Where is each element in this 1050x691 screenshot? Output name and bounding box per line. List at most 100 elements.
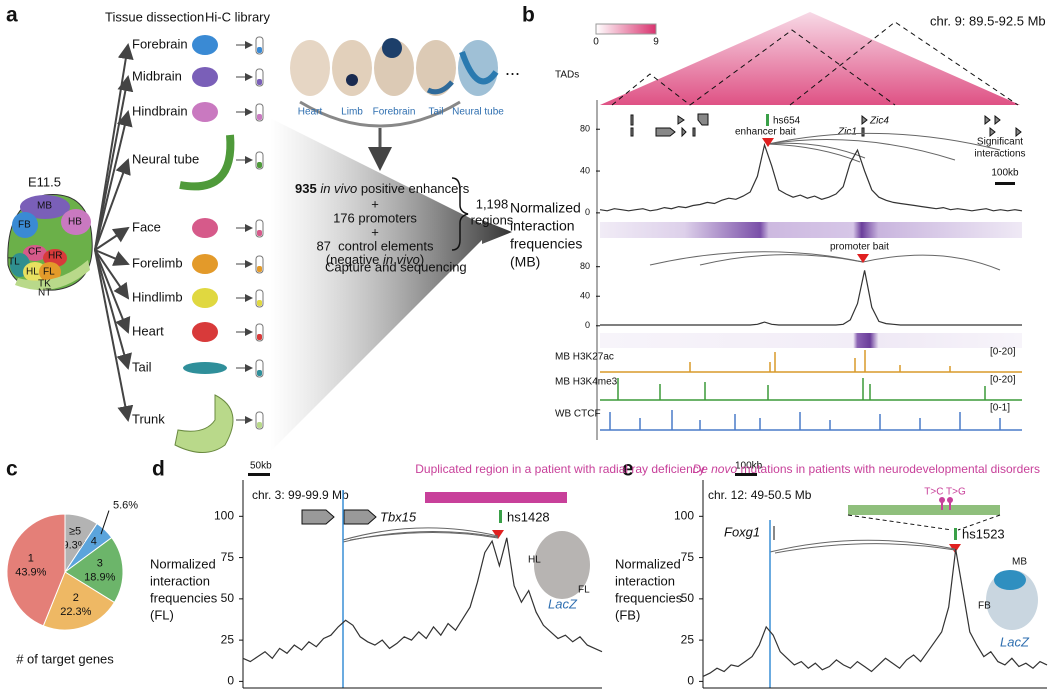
chip-track (600, 410, 1022, 431)
dissection-arrow (94, 249, 134, 422)
tissue-label: Trunk (132, 411, 165, 426)
region-label: TK (38, 279, 51, 290)
text: (negative (326, 252, 379, 267)
value-label: 22.3% (60, 606, 91, 618)
total-unit: regions (471, 212, 514, 227)
panel-label: e (622, 458, 634, 481)
tissue-label: Midbrain (132, 68, 182, 83)
region-bar (848, 505, 1000, 515)
x-axis-label: # of target genes (16, 651, 114, 666)
enhancer-label: hs1428 (507, 509, 550, 524)
region-label: CF (28, 247, 41, 258)
region-label: MB (37, 201, 52, 212)
pie-slice (64, 536, 124, 604)
header: Hi-C library (205, 9, 271, 24)
tissue-label: Hindbrain (132, 103, 188, 118)
y-tick-label: 80 (580, 124, 590, 134)
tissue-shape (192, 102, 218, 122)
track-label: MB H3K4me3 (555, 377, 618, 388)
track-label: WB CTCF (555, 409, 601, 420)
mutation (939, 497, 945, 503)
negative: (negative in vivo) (326, 252, 424, 267)
track-label: TADs (555, 70, 579, 81)
tissue-label: Forelimb (132, 255, 183, 270)
chip-track (600, 378, 1022, 401)
tissue-label: Hindlimb (132, 289, 183, 304)
annotation: interactions (974, 149, 1025, 160)
tissue-list: Forebrain Midbrain Hindbrain Neural tube Fac… (94, 35, 264, 453)
count: 935 (295, 181, 317, 196)
tube-liquid (257, 230, 262, 236)
y-tick-label: 50 (681, 591, 695, 605)
tad (611, 73, 691, 106)
colorbar-label: 0 (593, 37, 599, 48)
annotation: Duplicated region in a patient with radi… (415, 462, 705, 476)
y-axis-label: Normalized (615, 556, 681, 571)
tube-liquid (257, 114, 262, 120)
y-axis-label: interaction (150, 573, 210, 588)
zoom-lines (847, 514, 1001, 531)
plus: + (371, 224, 379, 239)
line (702, 549, 1048, 677)
scale-bar (735, 473, 757, 476)
dissection-arrow (94, 249, 131, 334)
track-range: [0-1] (990, 403, 1010, 414)
photo-label: Neural tube (452, 107, 504, 118)
bait-marker (492, 530, 504, 539)
panel-label: b (522, 4, 535, 27)
interaction-arcs (769, 539, 956, 554)
tissue-shape (192, 67, 218, 87)
pie-slice (42, 571, 116, 631)
interaction-strip (600, 333, 1022, 348)
y-tick-label: 75 (681, 550, 695, 564)
value-label: 18.9% (84, 571, 115, 583)
tube-liquid (257, 79, 262, 85)
enhancer (499, 510, 502, 523)
scale-bar (995, 182, 1015, 185)
italic: De novo (692, 462, 737, 476)
capture: Capture and sequencing (325, 259, 467, 274)
promoters: 176 promoters (333, 210, 417, 225)
annotation: Significant (977, 137, 1023, 148)
tube-liquid (257, 300, 262, 306)
tissue-shape (174, 394, 234, 453)
leader-line (100, 510, 110, 535)
bait-label: promoter bait (830, 242, 889, 253)
reporter: LacZ (548, 596, 578, 611)
y-axis-label: frequencies (615, 590, 683, 605)
gene-label: Zic4 (869, 116, 889, 127)
tissue-shape (192, 218, 218, 238)
y-axis-label: frequencies (150, 590, 218, 605)
output-label: (MB) (510, 254, 540, 270)
y-tick-label: 0 (227, 674, 234, 688)
embryo-label: HL (528, 555, 541, 566)
photo-label: Heart (298, 107, 323, 118)
dissection-arrow (94, 226, 130, 251)
panel-a: Tissue dissection Hi-C library E11.5 MB … (7, 9, 582, 453)
y-tick-label: 40 (580, 165, 590, 175)
mutations: T>C T>G (924, 487, 966, 498)
line (242, 537, 603, 663)
output-label: frequencies (510, 236, 582, 252)
y-tick-label: 50 (221, 591, 235, 605)
embryo-photo (534, 531, 590, 599)
interaction-arcs (342, 527, 499, 543)
controls: 87 control elements (316, 238, 434, 253)
italic: in vivo (320, 181, 357, 196)
slice-label: 4 (91, 536, 97, 548)
tube-liquid (257, 370, 262, 376)
embryo-photos (290, 38, 499, 96)
tube-liquid (257, 422, 262, 428)
brace (451, 177, 469, 251)
line (599, 142, 1023, 212)
region: chr. 9: 89.5-92.5 Mb (930, 13, 1046, 28)
colorbar-label: 9 (653, 37, 659, 48)
output-label: interaction (510, 218, 575, 234)
region-label: HL (26, 267, 39, 278)
gene-label: Tbx15 (380, 509, 417, 524)
tissue-shape (183, 362, 227, 374)
tissue-shape (179, 134, 235, 191)
interaction-arcs (649, 132, 1001, 271)
embryo-diagram (7, 194, 93, 291)
scale-bar (248, 473, 270, 476)
